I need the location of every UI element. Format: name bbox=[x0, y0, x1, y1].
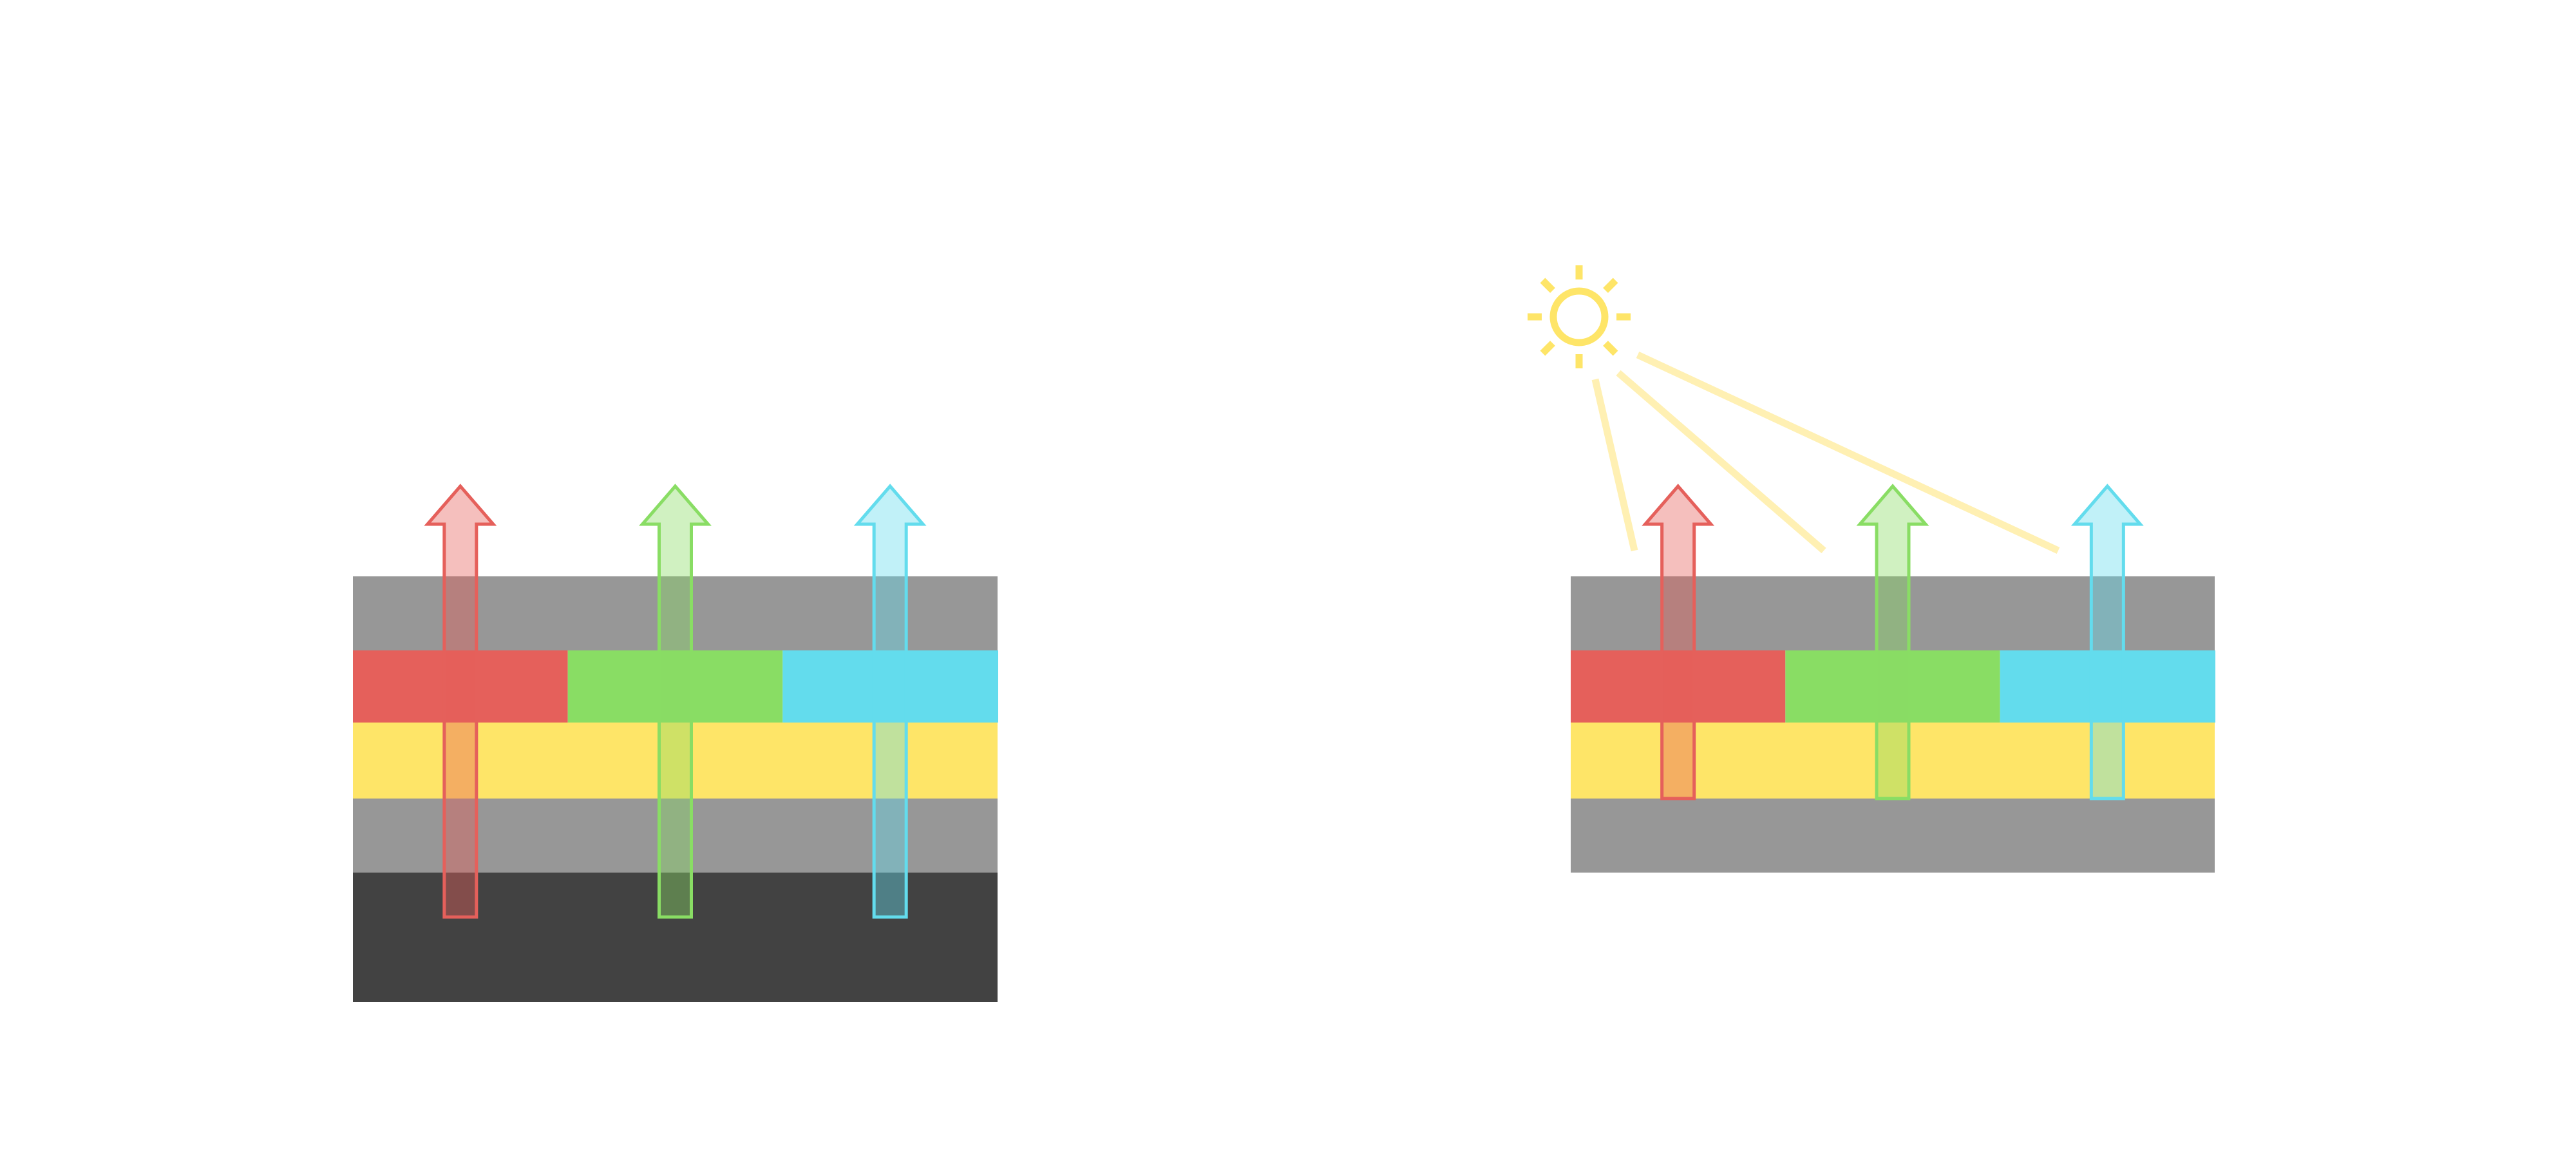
sun-ray bbox=[1540, 341, 1555, 356]
green-filter bbox=[567, 650, 783, 723]
sun-ray bbox=[1603, 278, 1618, 293]
sun-icon bbox=[1528, 265, 1631, 368]
sun-ray bbox=[1603, 341, 1618, 356]
light-beam bbox=[1636, 352, 2060, 554]
left-stack bbox=[353, 484, 998, 1002]
cyan-arrow-up-icon bbox=[2070, 484, 2144, 800]
dark-base-layer bbox=[353, 873, 998, 1002]
yellow-layer bbox=[1571, 723, 2215, 799]
yellow-layer bbox=[353, 723, 998, 799]
bottom-gray-layer bbox=[353, 799, 998, 873]
sun-ray bbox=[1540, 278, 1555, 293]
red-arrow-up-icon bbox=[424, 484, 497, 919]
cyan-arrow-up-icon bbox=[853, 484, 927, 919]
cyan-filter bbox=[2000, 650, 2215, 723]
right-stack bbox=[1571, 484, 2215, 873]
light-beam bbox=[1591, 378, 1638, 552]
top-gray-layer bbox=[353, 576, 998, 650]
green-arrow-up-icon bbox=[1856, 484, 1929, 800]
red-filter bbox=[353, 650, 568, 723]
red-arrow-up-icon bbox=[1642, 484, 1715, 800]
sun-disc bbox=[1549, 287, 1609, 346]
red-filter bbox=[1571, 650, 1786, 723]
bottom-gray-layer bbox=[1571, 799, 2215, 873]
cyan-filter bbox=[782, 650, 998, 723]
green-filter bbox=[1785, 650, 2000, 723]
green-arrow-up-icon bbox=[639, 484, 712, 919]
light-beam bbox=[1616, 370, 1826, 554]
top-gray-layer bbox=[1571, 576, 2215, 650]
